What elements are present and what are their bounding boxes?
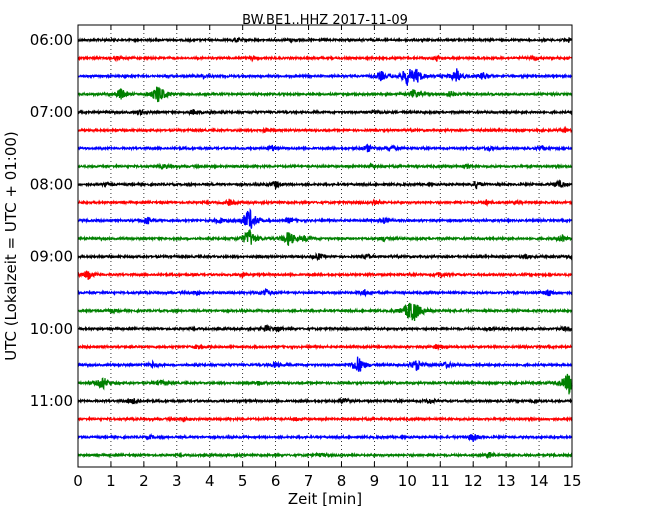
x-tick-label: 12 [464,472,483,490]
x-tick-label: 0 [73,472,83,490]
grid-lines [110,25,540,467]
seismic-trace [77,323,573,333]
x-tick-label: 8 [337,472,347,490]
seismic-trace [77,68,573,86]
seismic-trace [77,415,573,423]
seismic-trace [77,162,573,170]
x-tick-label: 14 [530,472,549,490]
y-tick-label: 07:00 [30,103,73,121]
seismic-trace [77,287,573,298]
x-tick-label: 10 [398,472,417,490]
seismic-trace [77,251,573,262]
x-tick-label: 13 [497,472,516,490]
seismic-trace [77,86,573,103]
seismic-trace [77,207,573,229]
plot-frame [77,24,573,468]
seismic-trace [77,36,573,44]
axis-ticks: 0 1 2 3 4 5 6 7 8 9 10 11 12 13 14 1506:0007:0008:0009:… [30,25,582,490]
seismic-trace [77,125,573,135]
x-tick-label: 2 [139,472,149,490]
seismogram-traces [77,36,573,460]
seismic-trace [77,356,573,372]
x-tick-label: 6 [271,472,281,490]
seismic-trace [77,143,573,153]
seismic-trace [77,397,573,405]
x-tick-label: 11 [431,472,450,490]
seismic-trace [77,198,573,207]
x-tick-label: 9 [370,472,380,490]
x-tick-label: 15 [562,472,581,490]
seismic-trace [77,179,573,190]
y-axis-label: UTC (Lokalzeit = UTC + 01:00) [2,131,20,361]
x-tick-label: 7 [304,472,314,490]
y-tick-label: 06:00 [30,31,73,49]
x-tick-label: 4 [205,472,215,490]
x-axis-label: Zeit [min] [288,490,362,508]
seismic-trace [77,108,573,117]
seismic-trace [77,54,573,63]
seismic-trace [77,343,573,352]
seismic-trace [77,229,573,246]
y-tick-label: 10:00 [30,320,73,338]
seismic-trace [77,451,573,460]
y-tick-label: 08:00 [30,175,73,193]
x-tick-label: 5 [238,472,248,490]
y-tick-label: 09:00 [30,248,73,266]
seismic-trace [77,302,573,322]
x-tick-label: 3 [172,472,182,490]
y-tick-label: 11:00 [30,392,73,410]
seismic-trace [77,373,573,395]
seismic-trace [77,433,573,442]
x-tick-label: 1 [106,472,116,490]
seismic-trace [77,270,573,280]
chart-title: BW.BE1..HHZ 2017-11-09 [242,13,408,28]
